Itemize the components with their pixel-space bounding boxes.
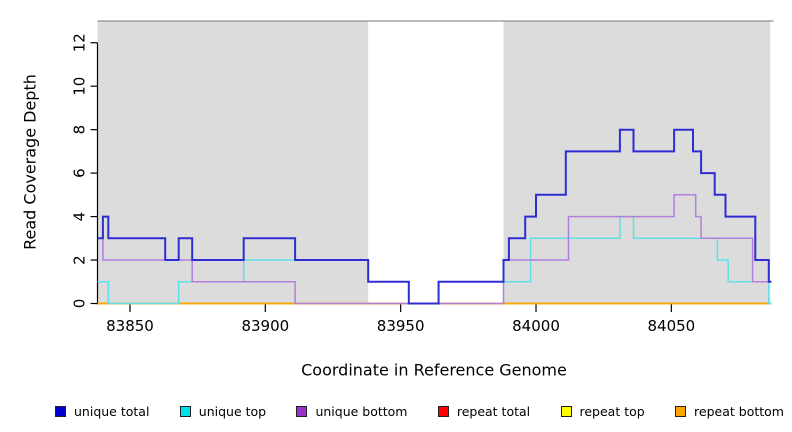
repeat-total-swatch: [437, 405, 449, 417]
x-tick-label: 84000: [512, 317, 560, 335]
coverage-line-unique-bottom: [97, 194, 772, 305]
legend-label: unique total: [74, 403, 150, 419]
legend-label: repeat bottom: [694, 403, 784, 419]
y-axis-title: Read Coverage Depth: [20, 74, 40, 250]
x-tick-label: 83850: [106, 317, 154, 335]
repeat-top-swatch: [560, 405, 572, 417]
y-tick-label: 0: [71, 299, 89, 309]
unique-top-swatch: [179, 405, 191, 417]
y-tick-label: 2: [71, 255, 89, 265]
unique-bottom-swatch: [296, 405, 308, 417]
y-tick-label: 10: [71, 77, 89, 96]
unique-total-swatch: [55, 405, 66, 417]
legend-label: unique bottom: [315, 403, 408, 419]
y-tick-label: 6: [71, 168, 89, 178]
legend-item-unique-top: unique top: [179, 403, 267, 419]
x-axis-title: Coordinate in Reference Genome: [301, 360, 567, 380]
x-tick-label: 83900: [241, 317, 289, 335]
legend-item-unique-total: unique total: [55, 404, 149, 419]
coverage-line-unique-total: [97, 128, 772, 305]
y-tick-label: 4: [71, 212, 89, 222]
legend-item-unique-bottom: unique bottom: [296, 403, 408, 419]
y-tick-label: 8: [71, 125, 89, 135]
legend: unique total unique top unique bottom re…: [55, 401, 784, 421]
target-region-1: [97, 21, 369, 304]
target-region-2: [503, 21, 771, 304]
legend-label: unique top: [198, 403, 267, 419]
x-tick-label: 84050: [647, 317, 695, 335]
repeat-bottom-swatch: [675, 405, 687, 417]
coverage-plot: 0 2 4 6 8 10 12 83850 83900 83950 84000 84050: [71, 20, 774, 335]
legend-item-repeat-bottom: repeat bottom: [675, 404, 784, 419]
legend-label: repeat top: [579, 403, 645, 419]
legend-item-repeat-total: repeat total: [437, 403, 531, 419]
y-tick-label: 12: [71, 33, 89, 52]
x-tick-label: 83950: [377, 317, 425, 335]
legend-item-repeat-top: repeat top: [560, 403, 645, 419]
legend-label: repeat total: [456, 403, 531, 419]
